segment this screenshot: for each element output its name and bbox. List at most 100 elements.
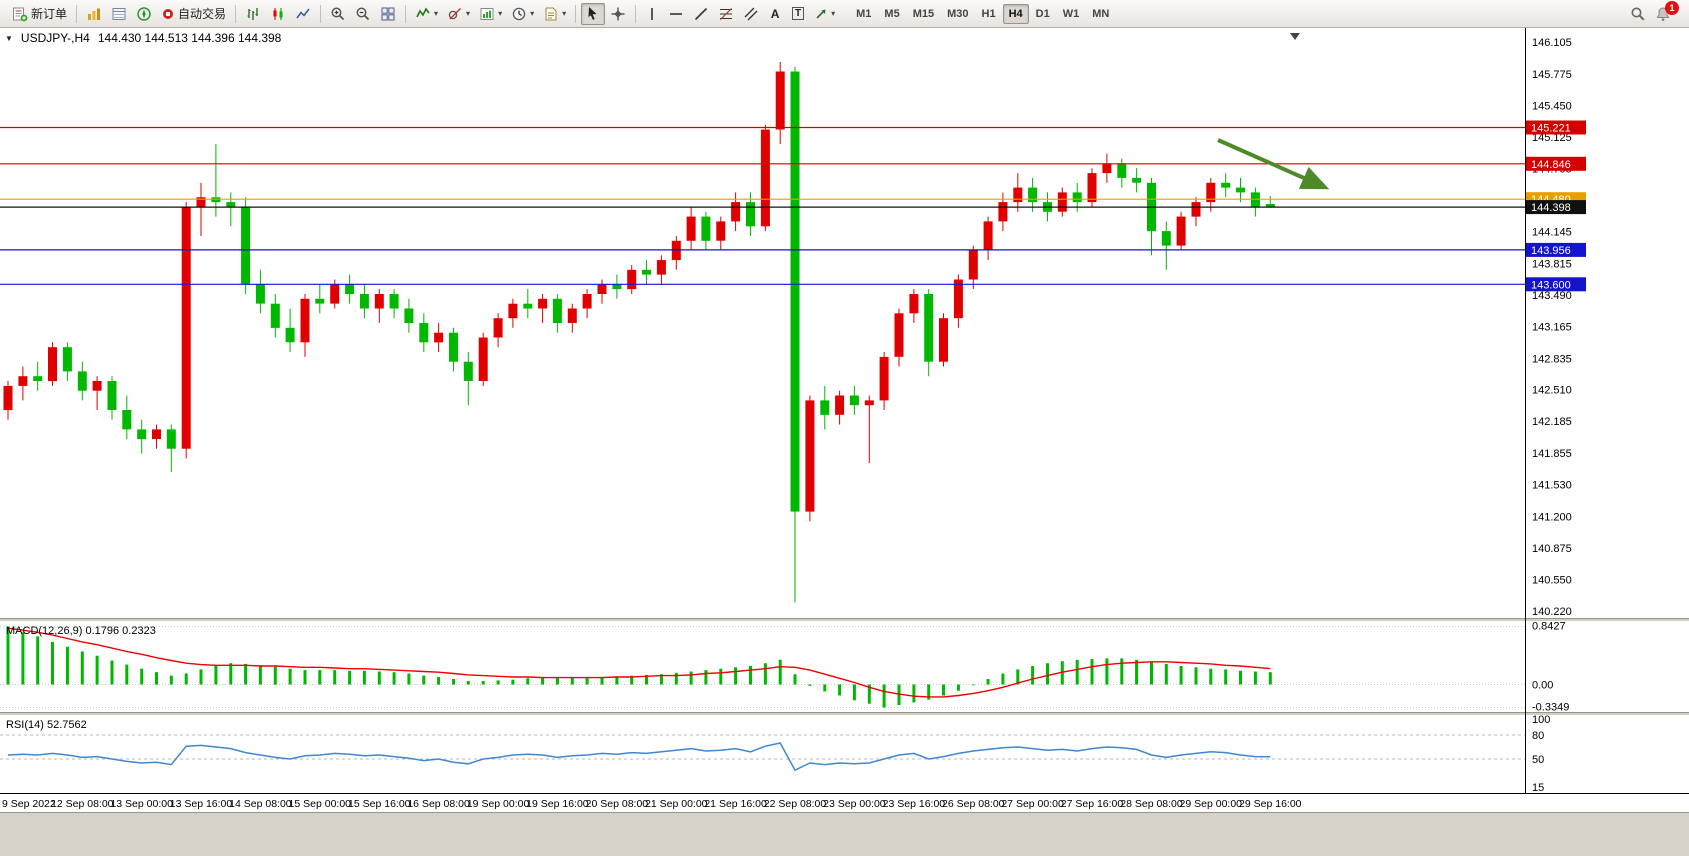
- candlestick-chart-button[interactable]: [266, 3, 290, 25]
- svg-text:23 Sep 00:00: 23 Sep 00:00: [823, 798, 886, 810]
- notification-badge: 1: [1665, 0, 1679, 15]
- market-watch-button[interactable]: [82, 3, 106, 25]
- macd-pane: 0.8427 0.00 -0.3349: [0, 621, 1569, 714]
- indicators-dropdown[interactable]: ▾: [411, 3, 442, 25]
- search-icon: [1631, 7, 1645, 21]
- arrows-dropdown[interactable]: ▾: [810, 3, 839, 25]
- crosshair-button[interactable]: [606, 3, 630, 25]
- navigator-icon: [137, 6, 151, 21]
- toolbar-separator: [635, 4, 637, 23]
- svg-text:0.00: 0.00: [1532, 680, 1553, 692]
- chart-window[interactable]: 146.105145.775145.450145.125144.795144.4…: [0, 28, 1689, 856]
- text-tool-glyph: A: [770, 6, 780, 21]
- cursor-button[interactable]: [581, 2, 606, 25]
- svg-text:20 Sep 08:00: 20 Sep 08:00: [586, 798, 649, 810]
- svg-text:27 Sep 16:00: 27 Sep 16:00: [1061, 798, 1124, 810]
- svg-text:12 Sep 08:00: 12 Sep 08:00: [51, 798, 114, 810]
- candles-layer: [3, 61, 1275, 603]
- autotrading-button[interactable]: 自动交易: [157, 3, 230, 25]
- svg-text:19 Sep 00:00: 19 Sep 00:00: [467, 798, 530, 810]
- svg-text:143.165: 143.165: [1532, 321, 1572, 333]
- chart-shift-marker[interactable]: [1290, 33, 1300, 40]
- horizontal-line-icon: [670, 12, 683, 15]
- timeframe-m1-button[interactable]: M1: [850, 4, 877, 24]
- svg-text:23 Sep 16:00: 23 Sep 16:00: [883, 798, 946, 810]
- timeframe-h1-button[interactable]: H1: [976, 4, 1002, 24]
- new-chart-icon: [480, 7, 494, 20]
- tile-windows-icon: [381, 7, 395, 20]
- arrow-object-icon: [816, 9, 826, 19]
- toolbar-separator: [76, 4, 78, 23]
- svg-text:21 Sep 00:00: 21 Sep 00:00: [645, 798, 708, 810]
- autotrading-icon: [163, 8, 174, 19]
- new-chart-dropdown[interactable]: ▾: [475, 3, 506, 25]
- horizontal-line-objects[interactable]: [0, 126, 1526, 285]
- template-icon: [545, 7, 557, 20]
- svg-text:145.221: 145.221: [1531, 123, 1571, 135]
- line-chart-button[interactable]: [291, 3, 315, 25]
- svg-text:145.775: 145.775: [1532, 69, 1572, 81]
- svg-text:15 Sep 00:00: 15 Sep 00:00: [289, 798, 352, 810]
- vertical-line-icon: [651, 7, 653, 20]
- label-button[interactable]: T: [787, 3, 809, 25]
- svg-text:146.105: 146.105: [1532, 37, 1572, 49]
- toolbar-separator: [405, 4, 407, 23]
- macd-pane-divider[interactable]: [0, 618, 1689, 622]
- bar-chart-button[interactable]: [241, 3, 265, 25]
- timeframe-m5-button[interactable]: M5: [878, 4, 905, 24]
- svg-text:143.956: 143.956: [1531, 245, 1571, 257]
- svg-text:15: 15: [1532, 782, 1544, 794]
- clock-icon: [512, 7, 526, 20]
- label-tool-glyph: T: [792, 7, 805, 20]
- notifications-button[interactable]: 1: [1651, 0, 1679, 25]
- timeframe-group: M1 M5 M15 M30 H1 H4 D1 W1 MN: [850, 3, 1115, 24]
- svg-text:80: 80: [1532, 730, 1544, 742]
- vertical-line-button[interactable]: [641, 3, 663, 25]
- timeframe-d1-button[interactable]: D1: [1030, 4, 1056, 24]
- svg-text:144.398: 144.398: [1531, 202, 1571, 214]
- rsi-pane-divider[interactable]: [0, 712, 1689, 716]
- price-tags: 145.221144.846144.480144.398143.956143.6…: [1526, 120, 1586, 292]
- svg-text:142.510: 142.510: [1532, 385, 1572, 397]
- svg-text:143.600: 143.600: [1531, 279, 1571, 291]
- zoom-out-button[interactable]: [351, 3, 375, 25]
- svg-text:13 Sep 16:00: 13 Sep 16:00: [170, 798, 233, 810]
- chart-svg[interactable]: 146.105145.775145.450145.125144.795144.4…: [0, 28, 1689, 856]
- objects-icon: [448, 7, 462, 19]
- timeframe-m15-button[interactable]: M15: [907, 4, 940, 24]
- trend-arrow-annotation[interactable]: [1217, 138, 1330, 190]
- objects-dropdown[interactable]: ▾: [443, 3, 474, 25]
- navigator-button[interactable]: [132, 3, 156, 25]
- svg-text:19 Sep 16:00: 19 Sep 16:00: [526, 798, 589, 810]
- chevron-down-icon: ▾: [831, 8, 836, 18]
- timeframe-w1-button[interactable]: W1: [1057, 4, 1086, 24]
- toolbar-separator: [235, 4, 237, 23]
- svg-text:15 Sep 16:00: 15 Sep 16:00: [348, 798, 411, 810]
- symbol-collapse-icon[interactable]: ▼: [5, 33, 13, 43]
- fibonacci-button[interactable]: [714, 3, 738, 25]
- periods-dropdown[interactable]: ▾: [507, 3, 538, 25]
- timeframe-m30-button[interactable]: M30: [941, 4, 974, 24]
- svg-text:9 Sep 2022: 9 Sep 2022: [2, 798, 56, 810]
- data-window-button[interactable]: [107, 3, 131, 25]
- text-button[interactable]: A: [764, 3, 786, 25]
- timeframe-h4-button[interactable]: H4: [1002, 3, 1029, 24]
- svg-text:141.530: 141.530: [1532, 480, 1572, 492]
- svg-text:144.145: 144.145: [1532, 227, 1572, 239]
- zoom-in-button[interactable]: [326, 3, 350, 25]
- chevron-down-icon: ▾: [466, 8, 471, 18]
- search-button[interactable]: [1626, 3, 1650, 25]
- svg-text:140.550: 140.550: [1532, 574, 1572, 586]
- trendline-button[interactable]: [689, 3, 713, 25]
- svg-text:145.125: 145.125: [1532, 132, 1572, 144]
- channel-button[interactable]: [739, 3, 763, 25]
- new-order-button[interactable]: 新订单: [8, 3, 71, 25]
- templates-dropdown[interactable]: ▾: [539, 3, 570, 25]
- horizontal-line-button[interactable]: [664, 3, 688, 25]
- svg-text:143.490: 143.490: [1532, 290, 1572, 302]
- toolbar-separator: [575, 4, 577, 23]
- timeframe-mn-button[interactable]: MN: [1086, 4, 1115, 24]
- tile-windows-button[interactable]: [376, 3, 400, 25]
- chevron-down-icon: ▾: [498, 8, 503, 18]
